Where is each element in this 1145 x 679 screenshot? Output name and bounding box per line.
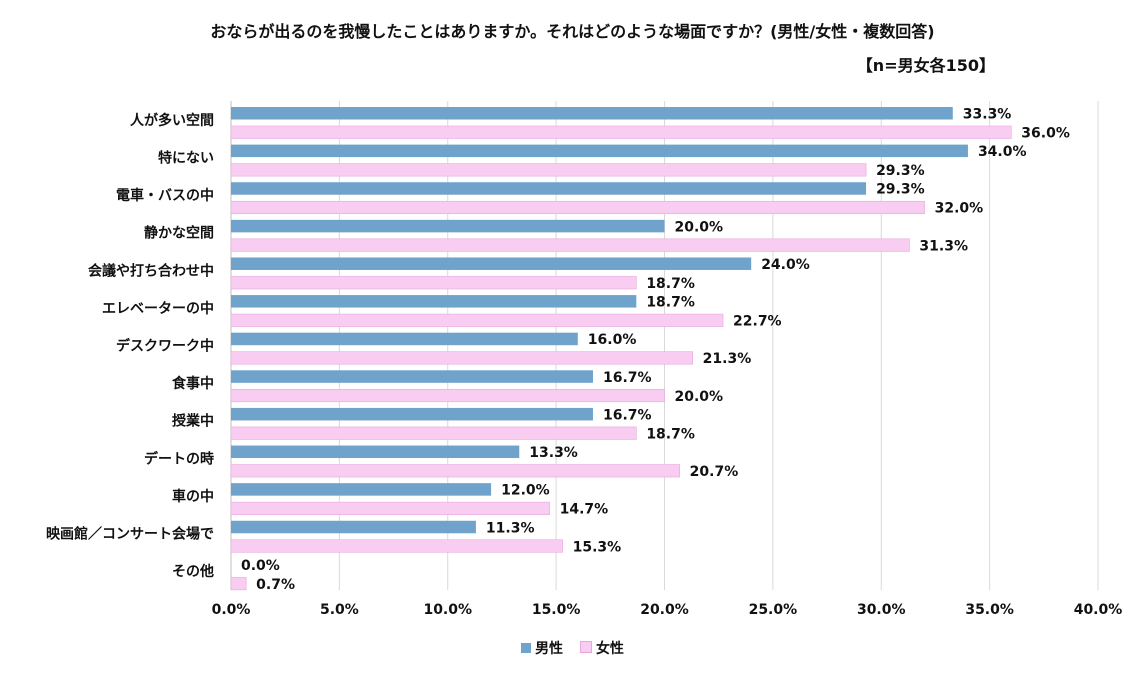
data-label-female: 20.7%: [690, 464, 739, 480]
data-label-male: 12.0%: [501, 483, 550, 499]
x-tick-label: 30.0%: [857, 602, 906, 618]
data-label-female: 31.3%: [919, 238, 968, 254]
data-label-female: 15.3%: [573, 539, 622, 555]
data-label-female: 18.7%: [646, 426, 695, 442]
x-tick-label: 15.0%: [532, 602, 581, 618]
data-label-male: 11.3%: [486, 520, 535, 536]
bar-female: [230, 351, 693, 365]
bar-female: [230, 125, 1012, 139]
legend-label-male: 男性: [535, 641, 564, 657]
category-label: エレベーターの中: [102, 300, 214, 317]
data-label-female: 18.7%: [646, 276, 695, 292]
data-label-male: 33.3%: [963, 107, 1012, 123]
x-tick-label: 40.0%: [1074, 602, 1123, 618]
data-label-female: 22.7%: [733, 314, 782, 330]
x-tick-label: 10.0%: [423, 602, 472, 618]
data-label-male: 34.0%: [978, 144, 1027, 160]
x-tick-label: 25.0%: [749, 602, 798, 618]
bar-male: [231, 520, 476, 534]
bar-male: [231, 107, 953, 120]
bar-female: [230, 200, 925, 215]
category-label: 映画館／コンサート会場で: [46, 526, 214, 543]
x-tick-label: 20.0%: [640, 602, 689, 618]
bar-male: [231, 445, 520, 459]
data-label-male: 29.3%: [876, 182, 925, 198]
data-label-female: 36.0%: [1021, 126, 1070, 142]
category-label: 人が多い空間: [130, 112, 214, 129]
bar-male: [231, 370, 593, 383]
bar-female: [230, 501, 550, 515]
bar-male: [231, 295, 637, 308]
x-tick-label: 0.0%: [212, 602, 251, 618]
data-label-male: 24.0%: [761, 257, 810, 273]
legend-swatch-male: [521, 643, 532, 653]
bar-female: [230, 539, 563, 553]
x-tick-label: 35.0%: [965, 602, 1014, 618]
data-label-female: 29.3%: [876, 163, 925, 179]
bar-male: [231, 483, 492, 496]
category-label: 授業中: [172, 413, 214, 430]
data-label-female: 32.0%: [935, 201, 984, 217]
category-label: 会議や打ち合わせ中: [88, 262, 214, 279]
bar-male: [231, 407, 593, 421]
category-label: 静かな空間: [144, 225, 214, 242]
legend-swatch-female: [579, 641, 592, 653]
data-label-male: 16.7%: [603, 407, 652, 423]
data-label-male: 20.0%: [675, 219, 724, 235]
bar-male: [231, 257, 752, 270]
bar-female: [230, 313, 724, 327]
data-label-female: 14.7%: [560, 502, 609, 518]
data-label-female: 20.0%: [675, 389, 724, 405]
data-label-male: 18.7%: [646, 295, 695, 311]
labels: 0.0% 5.0% 10.0% 15.0% 20.0% 25.0% 30.0% 35.0% 40…: [46, 107, 1122, 619]
bar-male: [231, 332, 578, 346]
category-label: デスクワーク中: [116, 338, 214, 355]
chart-title: おならが出るのを我慢したことはありますか。それはどのような場面ですか？(男性/女…: [210, 22, 935, 41]
bar-female: [230, 238, 910, 252]
bar-female: [230, 426, 637, 440]
bar-female: [230, 389, 665, 403]
legend-item-male: 男性: [521, 638, 563, 658]
bar-female: [230, 464, 680, 478]
bars: [230, 107, 1012, 591]
category-label: デートの時: [144, 450, 214, 467]
category-label: 食事中: [172, 375, 214, 392]
data-label-male: 13.3%: [529, 445, 578, 461]
category-label: 車の中: [172, 488, 214, 505]
bar-male: [231, 219, 665, 233]
data-label-female: 0.7%: [256, 577, 295, 593]
legend: 男性 女性: [0, 638, 1145, 658]
bar-male: [231, 144, 968, 158]
data-label-female: 21.3%: [703, 351, 752, 367]
legend-label-female: 女性: [595, 641, 624, 657]
bar-female: [230, 577, 247, 591]
x-tick-label: 5.0%: [320, 602, 359, 618]
legend-item-female: 女性: [579, 638, 624, 658]
bar-male: [231, 182, 867, 195]
category-label: 電車・バスの中: [116, 187, 214, 204]
bar-female: [230, 276, 637, 290]
chart-subtitle: 【n=男女各150】: [856, 56, 995, 75]
category-label: その他: [172, 563, 214, 580]
bar-female: [230, 163, 867, 177]
category-label: 特にない: [158, 149, 214, 166]
data-label-male: 0.0%: [241, 558, 280, 574]
data-label-male: 16.0%: [588, 332, 637, 348]
data-label-male: 16.7%: [603, 370, 652, 386]
